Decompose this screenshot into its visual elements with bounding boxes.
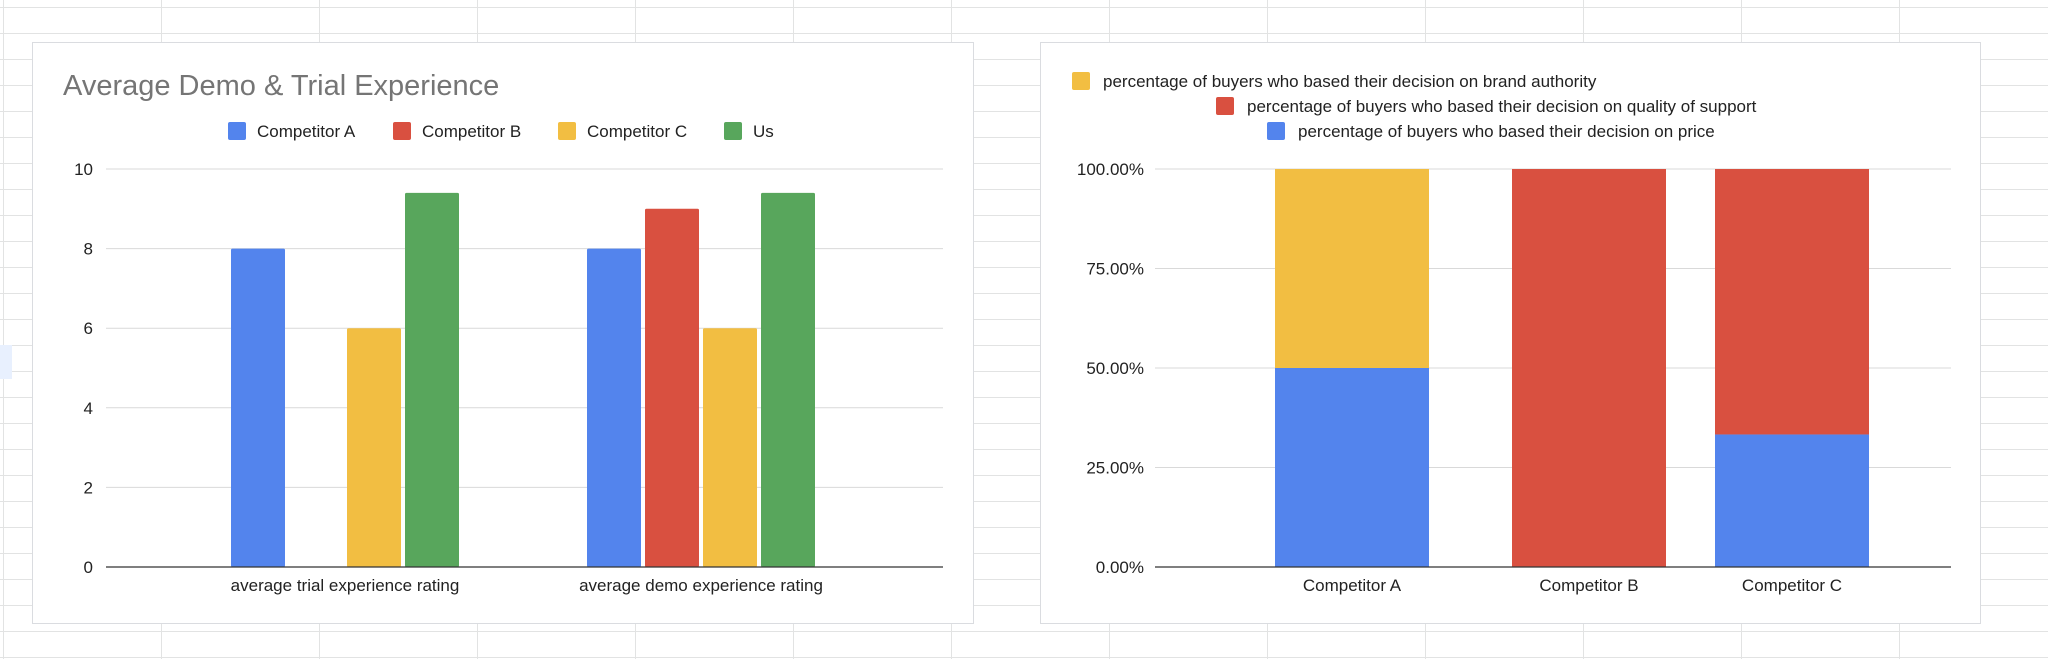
bar-1-3 [761, 192, 815, 567]
bar-0-2 [1275, 169, 1429, 368]
legend-label-2: Competitor C [587, 122, 687, 141]
bar-1-1 [645, 208, 699, 568]
buyer-decision-chart[interactable]: percentage of buyers who based their dec… [1040, 42, 1981, 624]
bar-0-2 [347, 328, 401, 567]
legend-label-1: Competitor B [422, 122, 521, 141]
bar-1-0 [587, 248, 641, 567]
demo-trial-chart-svg: Average Demo & Trial Experience Competito… [63, 70, 943, 595]
legend-swatch-1 [1216, 97, 1234, 115]
y-tick-label-1: 2 [84, 478, 93, 497]
y-tick-label-2: 50.00% [1086, 359, 1144, 378]
bar-0-0 [231, 248, 285, 567]
legend-label-0: percentage of buyers who based their dec… [1298, 122, 1715, 141]
bar-1-2 [703, 328, 757, 567]
legend-swatch-0 [228, 122, 246, 140]
y-tick-label-2: 4 [84, 399, 93, 418]
buyer-decision-chart-svg: percentage of buyers who based their dec… [1072, 72, 1951, 595]
x-tick-label-2: Competitor C [1742, 576, 1842, 595]
demo-trial-chart[interactable]: Average Demo & Trial Experience Competito… [32, 42, 974, 624]
legend-swatch-0 [1267, 122, 1285, 140]
legend-label-1: percentage of buyers who based their dec… [1247, 97, 1757, 116]
y-tick-label-4: 100.00% [1077, 160, 1144, 179]
legend-swatch-3 [724, 122, 742, 140]
legend-label-2: percentage of buyers who based their dec… [1103, 72, 1597, 91]
y-tick-label-3: 75.00% [1086, 260, 1144, 279]
selected-cell-highlight [0, 345, 12, 379]
bar-2-0 [1715, 434, 1869, 567]
bar-0-0 [1275, 368, 1429, 567]
bar-2-1 [1715, 169, 1869, 435]
y-tick-label-0: 0.00% [1096, 558, 1144, 577]
bar-1-1 [1512, 169, 1666, 567]
y-tick-label-3: 6 [84, 319, 93, 338]
legend-label-3: Us [753, 122, 774, 141]
y-tick-label-4: 8 [84, 240, 93, 259]
x-tick-label-0: Competitor A [1303, 576, 1402, 595]
legend-swatch-2 [558, 122, 576, 140]
y-tick-label-5: 10 [74, 160, 93, 179]
y-tick-label-0: 0 [84, 558, 93, 577]
y-tick-label-1: 25.00% [1086, 459, 1144, 478]
legend-label-0: Competitor A [257, 122, 356, 141]
x-tick-label-1: average demo experience rating [579, 576, 823, 595]
legend-swatch-1 [393, 122, 411, 140]
x-tick-label-1: Competitor B [1539, 576, 1638, 595]
bar-0-3 [405, 192, 459, 567]
legend-swatch-2 [1072, 72, 1090, 90]
chart-title: Average Demo & Trial Experience [63, 70, 499, 102]
x-tick-label-0: average trial experience rating [231, 576, 460, 595]
